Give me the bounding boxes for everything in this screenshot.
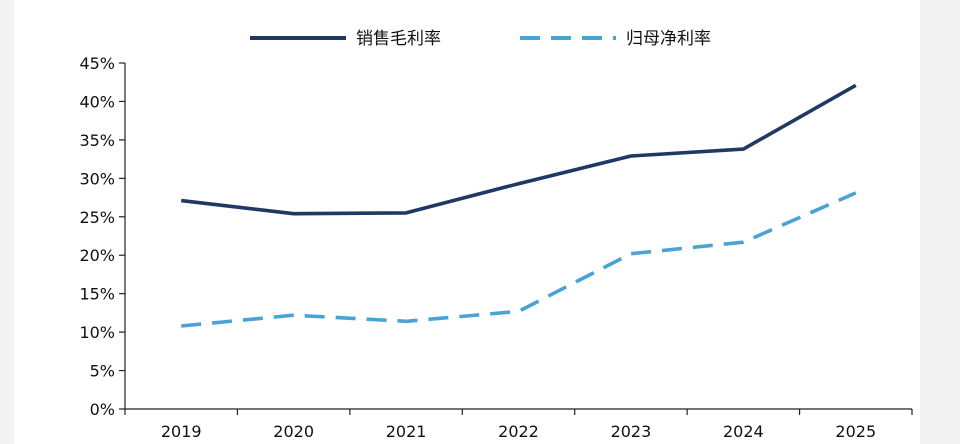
x-tick-label: 2022 [498,422,539,441]
legend: 销售毛利率 归母净利率 [250,29,711,49]
y-tick-label: 30% [79,169,115,188]
y-tick-label: 15% [79,285,115,304]
legend-label-net-margin: 归母净利率 [626,29,711,49]
y-tick-label: 5% [90,362,115,381]
y-tick-label: 20% [79,246,115,265]
x-tick-label: 2020 [273,422,314,441]
x-tick-label: 2025 [835,422,876,441]
y-tick-label: 45% [79,54,115,73]
y-tick-label: 40% [79,92,115,111]
y-tick-label: 10% [79,323,115,342]
series-line-gross-margin [180,83,857,216]
chart-panel: 销售毛利率 归母净利率 0% 5% 10% 15% 20% 25% 30% 35% 40% 45%… [14,0,920,444]
series-lines [180,83,857,328]
y-tick-label: 0% [90,400,115,419]
y-tick-label: 35% [79,131,115,150]
x-tick-label: 2019 [161,422,202,441]
legend-label-gross-margin: 销售毛利率 [356,29,441,49]
x-tick-label: 2021 [386,422,427,441]
x-tick-label: 2024 [723,422,764,441]
line-chart: 销售毛利率 归母净利率 0% 5% 10% 15% 20% 25% 30% 35% 40% 45%… [79,29,913,441]
axes: 0% 5% 10% 15% 20% 25% 30% 35% 40% 45% 2019 2020 2021… [79,54,913,441]
y-tick-label: 25% [79,208,115,227]
x-tick-label: 2023 [611,422,652,441]
